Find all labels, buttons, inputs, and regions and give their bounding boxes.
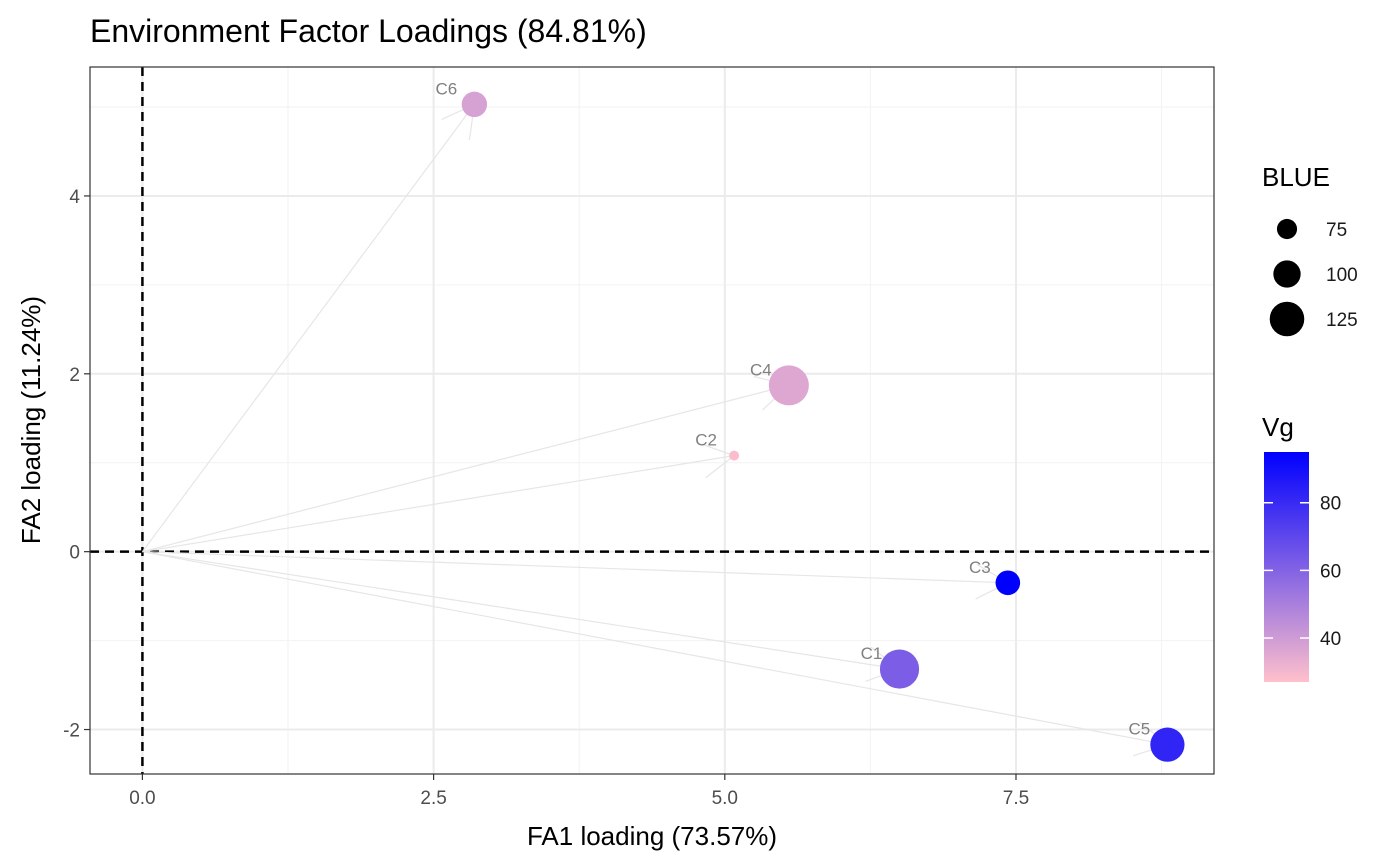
size-legend-label: 125 — [1326, 310, 1358, 331]
legends: BLUE 75 100 125 Vg 40 60 80 — [1262, 162, 1358, 682]
y-axis-title: FA2 loading (11.24%) — [16, 296, 46, 544]
size-legend-label: 100 — [1326, 265, 1358, 286]
color-legend-label: 60 — [1320, 561, 1341, 582]
x-axis-title: FA1 loading (73.57%) — [527, 821, 777, 851]
plot-panel: 0.0 2.5 5.0 7.5 -2 0 2 4 C1 C2 C3 C4 C5 C6 — [63, 66, 1215, 809]
point-c2 — [729, 450, 740, 461]
color-legend-bar — [1264, 452, 1309, 682]
y-tick-label: 0 — [69, 543, 80, 564]
x-tick-label: 2.5 — [420, 788, 446, 809]
loading-arrow — [142, 455, 735, 553]
x-tick-label: 5.0 — [712, 788, 738, 809]
point-label-c3: C3 — [969, 558, 991, 577]
point-label-c1: C1 — [861, 644, 883, 663]
x-tick-label: 7.5 — [1003, 788, 1029, 809]
y-tick-label: 2 — [69, 365, 80, 386]
loading-arrow — [142, 551, 900, 670]
size-legend-title: BLUE — [1262, 162, 1330, 192]
y-tick-label: 4 — [69, 187, 80, 208]
point-label-c4: C4 — [750, 360, 772, 379]
point-c1 — [879, 649, 920, 689]
color-legend-label: 80 — [1320, 494, 1341, 515]
loading-arrow — [142, 551, 1008, 584]
size-legend-key — [1276, 218, 1298, 240]
loading-arrow — [141, 103, 475, 553]
point-c6 — [461, 91, 488, 118]
y-tick-label: -2 — [63, 721, 80, 742]
color-legend-title: Vg — [1262, 412, 1294, 442]
panel-border — [89, 66, 1215, 775]
x-tick-label: 0.0 — [129, 788, 155, 809]
color-legend-label: 40 — [1320, 629, 1341, 650]
loading-arrow — [142, 384, 790, 553]
point-c5 — [1150, 727, 1185, 762]
size-legend-key — [1273, 260, 1301, 288]
point-c3 — [995, 570, 1021, 596]
point-label-c5: C5 — [1129, 720, 1151, 739]
point-label-c6: C6 — [436, 79, 458, 98]
loading-arrow — [142, 551, 1168, 746]
chart-title: Environment Factor Loadings (84.81%) — [90, 13, 647, 49]
size-legend-label: 75 — [1326, 220, 1347, 241]
point-label-c2: C2 — [695, 431, 717, 450]
point-c4 — [768, 365, 809, 406]
size-legend-key — [1269, 301, 1305, 337]
